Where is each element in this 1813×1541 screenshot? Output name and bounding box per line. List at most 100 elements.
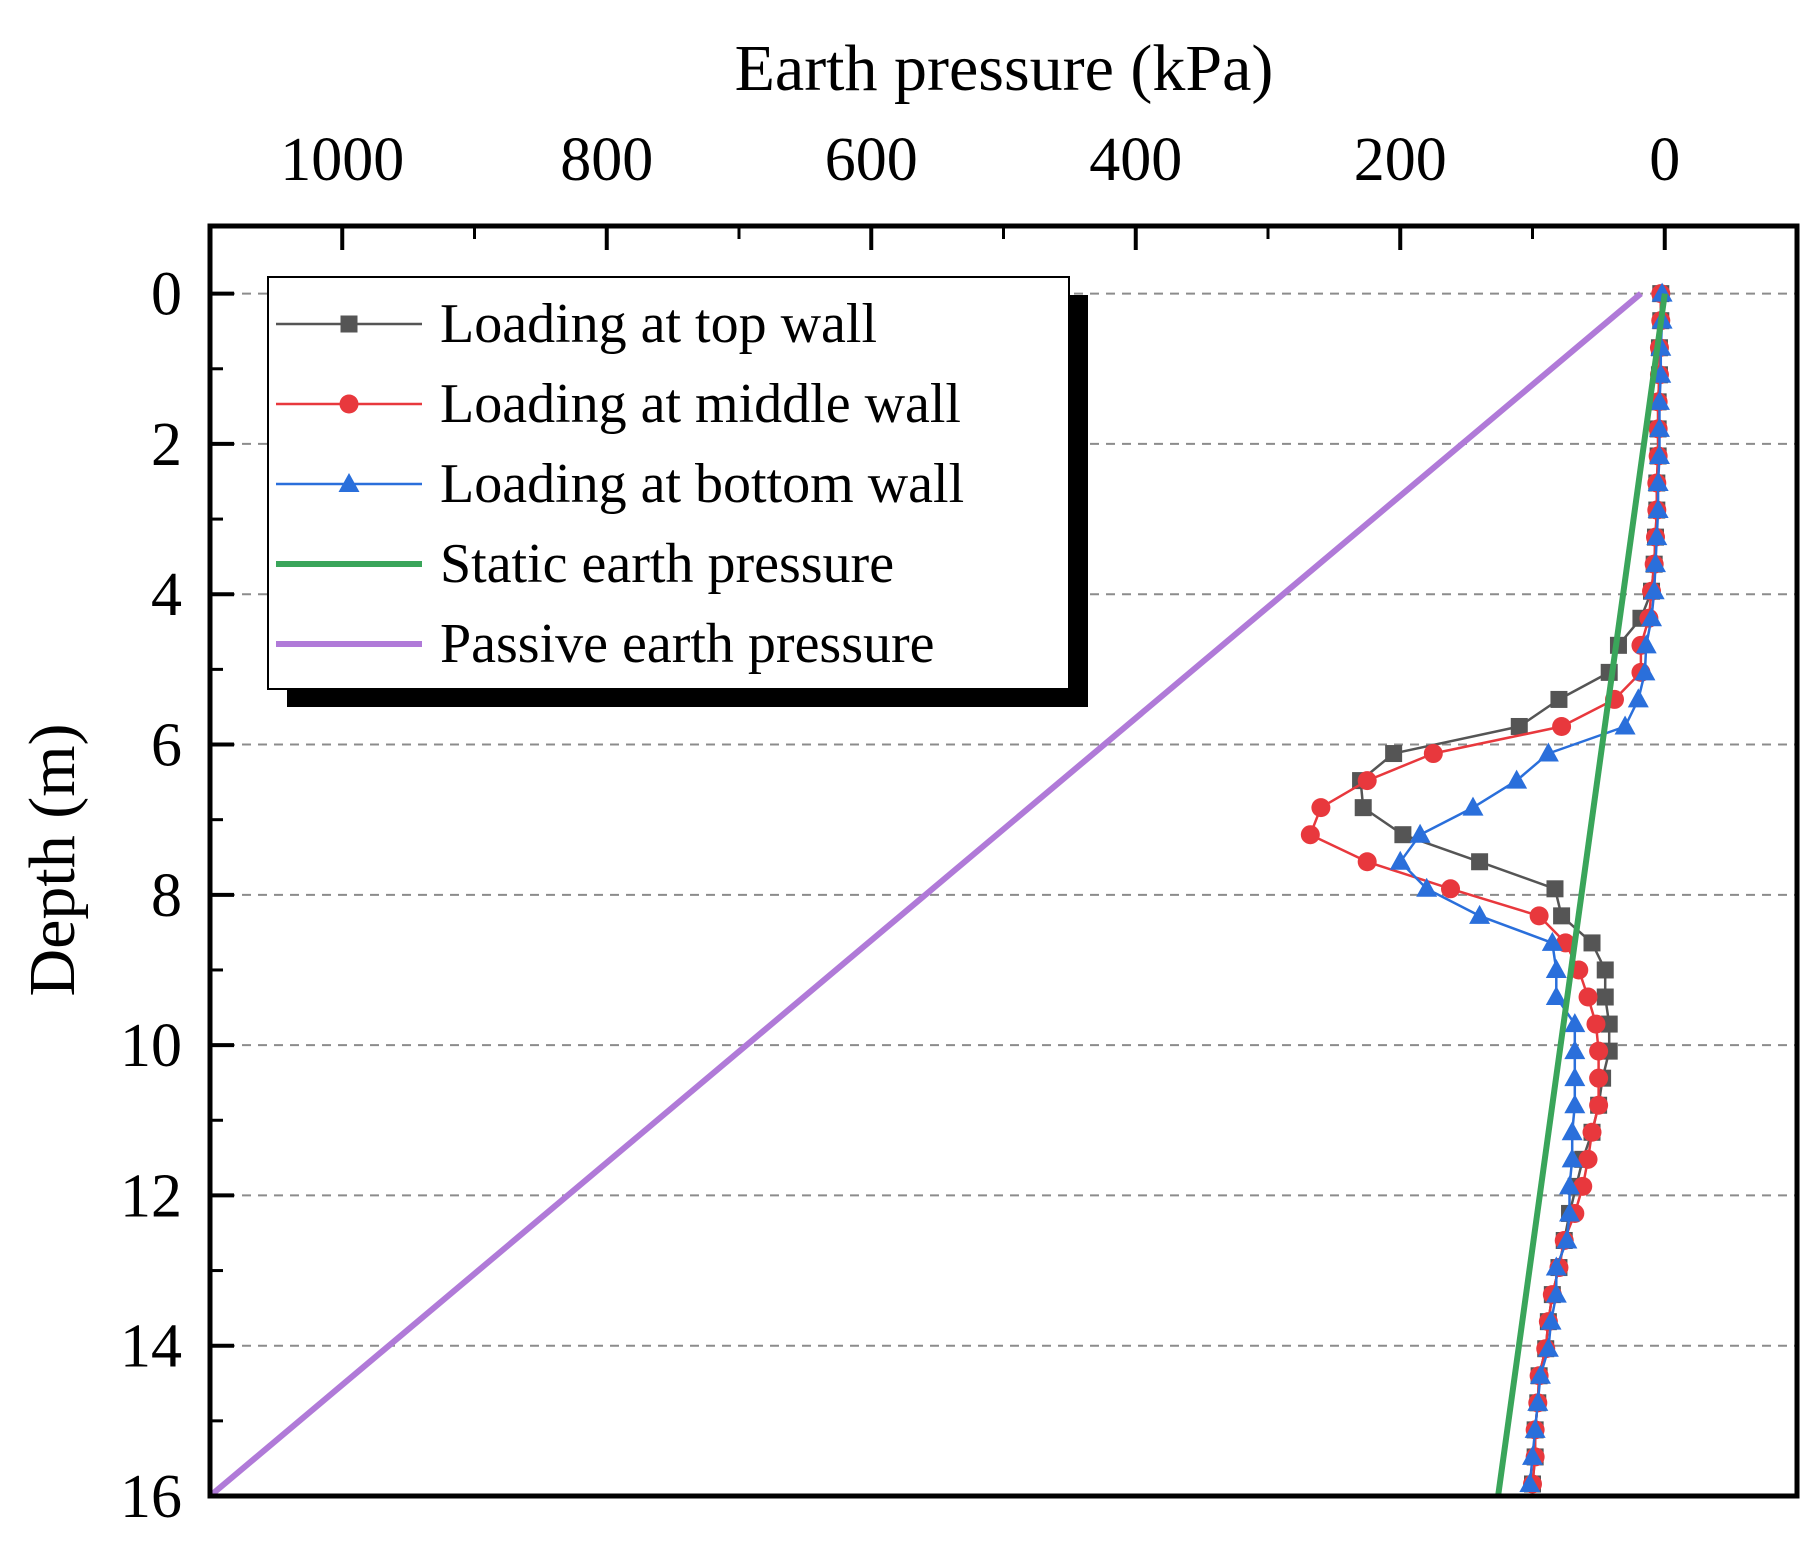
data-point-0-22 [1546,880,1564,898]
data-point-1-18 [1357,771,1377,791]
x-tick-label-0: 1000 [280,126,404,194]
data-point-1-16 [1552,716,1572,736]
data-point-0-26 [1596,988,1614,1006]
data-point-2-19 [1462,796,1484,816]
x-tick-label-5: 0 [1649,126,1680,194]
data-point-2-30 [1564,1094,1586,1114]
data-point-2-41 [1527,1391,1549,1411]
legend-marker-1 [339,394,359,414]
data-point-2-17 [1537,742,1559,762]
data-point-1-27 [1586,1014,1606,1034]
data-point-2-23 [1469,904,1491,924]
series-3 [1495,293,1668,1497]
legend-label-2: Loading at bottom wall [440,453,964,515]
data-point-2-37 [1545,1283,1567,1303]
data-point-2-28 [1564,1040,1586,1060]
data-point-2-38 [1540,1310,1562,1330]
data-point-2-27 [1564,1013,1586,1033]
legend-items: Loading at top wall Loading at middle wal… [276,293,964,675]
data-point-0-20 [1394,826,1412,844]
data-point-0-21 [1471,853,1489,871]
data-point-1-28 [1589,1041,1609,1061]
data-point-2-14 [1634,661,1656,681]
data-point-2-10 [1644,553,1666,573]
data-point-2-35 [1556,1229,1578,1249]
data-point-1-19 [1311,798,1331,818]
x-tick-label-3: 400 [1089,126,1182,194]
data-point-1-26 [1578,987,1598,1007]
data-point-2-11 [1643,580,1665,600]
data-point-1-23 [1529,906,1549,926]
data-point-2-15 [1627,688,1649,708]
series-4 [208,291,1643,1499]
x-tick-label-1: 800 [560,126,653,194]
data-point-1-32 [1578,1149,1598,1169]
data-point-0-23 [1553,907,1571,925]
data-point-0-16 [1510,717,1528,735]
data-point-0-19 [1354,799,1372,817]
y-tick-label-2: 4 [151,561,182,629]
x-tick-label-4: 200 [1354,126,1447,194]
y-axis-ticks: 0 2 4 6 8 10 12 14 16 [120,261,234,1531]
x-axis-ticks: 1000 800 600 400 200 0 [280,126,1680,250]
data-point-2-16 [1614,715,1636,735]
data-point-2-5 [1648,417,1670,437]
data-point-2-43 [1522,1445,1543,1465]
data-point-2-12 [1641,607,1663,627]
data-point-2-42 [1524,1418,1546,1438]
plot-frame [207,223,1800,1499]
y-tick-label-4: 8 [151,862,182,930]
y-tick-label-7: 14 [120,1313,182,1381]
data-point-0-25 [1596,961,1614,979]
data-point-1-22 [1441,879,1461,899]
legend-marker-2 [338,473,360,492]
data-point-0-24 [1583,934,1601,952]
data-point-2-21 [1389,850,1411,870]
data-point-2-39 [1537,1337,1559,1357]
data-point-0-17 [1385,745,1403,763]
data-point-1-30 [1589,1095,1609,1115]
x-axis-title: Earth pressure (kPa) [735,32,1274,105]
data-point-2-26 [1545,986,1567,1006]
data-point-2-22 [1416,877,1438,897]
data-point-2-9 [1646,526,1668,546]
data-point-2-13 [1635,634,1657,654]
series-line-3 [1495,293,1668,1497]
y-tick-label-3: 6 [151,712,182,780]
data-point-2-36 [1545,1256,1567,1276]
data-point-2-8 [1647,499,1669,519]
data-point-2-18 [1506,769,1528,789]
legend-label-1: Loading at middle wall [440,373,961,435]
data-point-2-31 [1561,1121,1583,1141]
data-point-1-17 [1423,744,1443,764]
legend-marker-0 [340,315,358,333]
legend-label-0: Loading at top wall [440,293,877,355]
legend-label-4: Passive earth pressure [440,613,935,675]
data-point-2-44 [1519,1472,1541,1492]
data-point-2-4 [1648,390,1670,410]
data-point-0-27 [1600,1015,1618,1033]
data-point-2-34 [1559,1202,1581,1222]
data-point-2-20 [1409,823,1431,843]
y-tick-label-1: 2 [151,411,182,479]
y-tick-label-0: 0 [151,261,182,329]
data-point-1-20 [1300,825,1320,845]
data-point-2-32 [1561,1148,1583,1168]
series-layer [208,282,1673,1499]
data-point-0-15 [1550,690,1568,708]
data-point-1-29 [1589,1068,1609,1088]
data-point-2-40 [1529,1364,1551,1384]
data-point-2-29 [1564,1067,1586,1087]
data-point-2-33 [1559,1175,1581,1195]
data-point-2-25 [1545,958,1567,978]
y-axis-title: Depth (m) [16,723,89,996]
data-point-2-7 [1647,472,1669,492]
legend-label-3: Static earth pressure [440,533,894,595]
y-tick-label-5: 10 [120,1012,182,1080]
data-point-2-6 [1648,444,1670,464]
series-line-4 [208,291,1643,1499]
x-tick-label-2: 600 [825,126,918,194]
y-tick-label-8: 16 [120,1463,182,1531]
